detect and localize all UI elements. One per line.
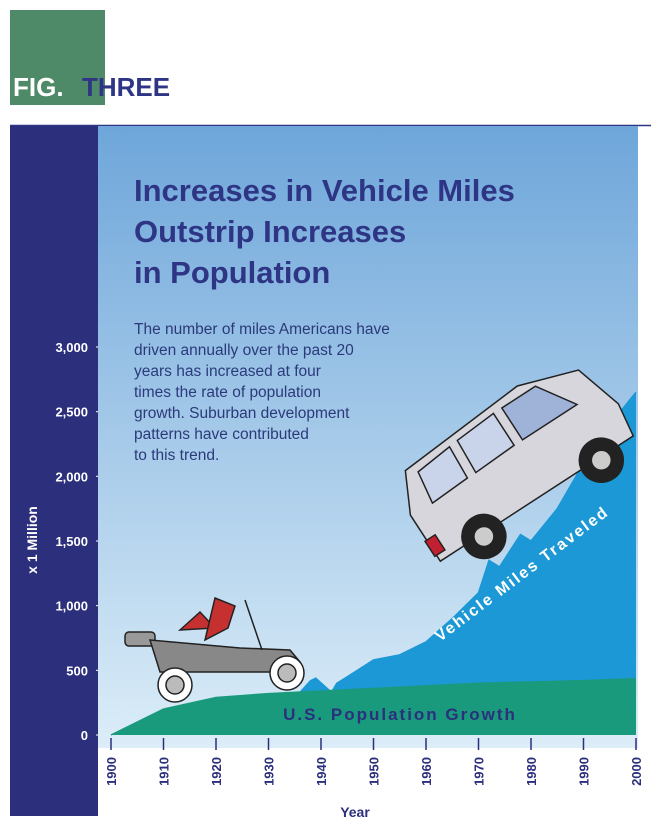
x-tick-label: 1970 — [472, 757, 487, 786]
area-edge — [110, 677, 637, 736]
fig-label: FIG. — [13, 72, 64, 102]
x-tick-label: 1910 — [157, 757, 172, 786]
chart-title: Outstrip Increases — [134, 214, 406, 249]
y-axis-label: x 1 Million — [24, 506, 40, 574]
description-line: patterns have contributed — [134, 426, 309, 443]
plot — [110, 391, 637, 736]
fig-box — [10, 10, 105, 105]
area-fill — [300, 392, 636, 735]
x-tick-label: 1980 — [524, 757, 539, 786]
x-tick-label: 1990 — [577, 757, 592, 786]
van-illustration — [404, 369, 635, 563]
description-line: driven annually over the past 20 — [134, 342, 354, 359]
y-tick-label: 500 — [66, 663, 88, 678]
side-bar — [10, 126, 98, 816]
chart-title: in Population — [134, 255, 330, 290]
x-tick-label: 1950 — [367, 757, 382, 786]
x-tick-label: 2000 — [629, 757, 644, 786]
x-tick-label: 1920 — [209, 757, 224, 786]
y-tick-label: 1,500 — [55, 534, 88, 549]
description-line: times the rate of population — [134, 384, 321, 401]
y-tick-label: 2,000 — [55, 469, 88, 484]
y-tick-label: 3,000 — [55, 340, 88, 355]
description-line: growth. Suburban development — [134, 405, 350, 422]
fig-number: THREE — [82, 72, 170, 102]
x-tick-label: 1900 — [104, 757, 119, 786]
x-tick-label: 1930 — [262, 757, 277, 786]
series-label: U.S. Population Growth — [283, 705, 517, 724]
description-line: to this trend. — [134, 447, 219, 464]
area-fill — [111, 678, 636, 735]
old-car-illustration — [124, 596, 305, 703]
y-tick-label: 2,500 — [55, 405, 88, 420]
description-line: years has increased at four — [134, 363, 321, 380]
description-line: The number of miles Americans have — [134, 321, 390, 338]
chart-title: Increases in Vehicle Miles — [134, 173, 515, 208]
x-axis-label: Year — [340, 804, 370, 820]
x-tick-label: 1940 — [314, 757, 329, 786]
y-tick-label: 1,000 — [55, 599, 88, 614]
x-tick-label: 1960 — [419, 757, 434, 786]
y-tick-label: 0 — [81, 728, 88, 743]
